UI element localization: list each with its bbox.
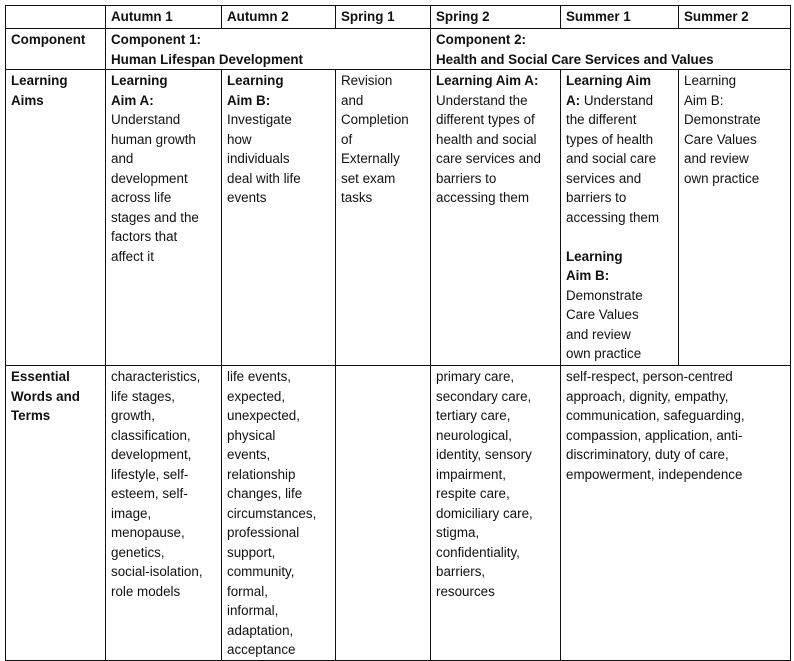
learning-aim-heading: Learning Aim A: — [566, 73, 652, 108]
header-summer-2: Summer 2 — [678, 5, 791, 29]
terms-summer: self-respect, person-centred approach, d… — [560, 365, 791, 661]
learning-aim-text: Investigate how individuals deal with li… — [227, 112, 301, 205]
learning-aim-heading: Learning Aim A: — [111, 73, 168, 108]
learning-aim-heading: Learning Aim B: — [566, 248, 623, 284]
header-row: Autumn 1 Autumn 2 Spring 1 Spring 2 Summ… — [5, 5, 791, 29]
header-cell-empty — [5, 5, 106, 29]
learning-aim-cell: Learning Aim A: Understand the different… — [430, 69, 561, 366]
row-label-learning-aims: Learning Aims — [5, 69, 106, 366]
essential-words-row: Essential Words and Terms characteristic… — [5, 365, 791, 661]
component-2-cell: Component 2: Health and Social Care Serv… — [430, 28, 791, 70]
learning-aim-cell: Learning Aim A: Understand human growth … — [105, 69, 222, 366]
header-spring-1: Spring 1 — [335, 5, 431, 29]
learning-aim-cell: Revision and Completion of Externally se… — [335, 69, 431, 366]
learning-aim-text: Understand the different types of health… — [436, 92, 541, 206]
learning-aims-row: Learning Aims Learning Aim A: Understand… — [5, 69, 791, 366]
learning-aim-cell: Learning Aim B: Demonstrate Care Values … — [678, 69, 791, 366]
learning-aim-heading: Learning Aim A: — [436, 73, 539, 88]
terms-autumn-2: life events, expected, unexpected, physi… — [221, 365, 336, 661]
learning-aim-cell: Learning Aim A: Understand the different… — [560, 69, 679, 366]
header-spring-2: Spring 2 — [430, 5, 561, 29]
learning-aim-heading: Learning Aim B: — [227, 73, 284, 108]
curriculum-table: Autumn 1 Autumn 2 Spring 1 Spring 2 Summ… — [5, 5, 791, 661]
header-autumn-1: Autumn 1 — [105, 5, 222, 29]
learning-aim-text: Demonstrate Care Values and review own p… — [566, 287, 643, 362]
learning-aim-text: Revision and Completion of Externally se… — [341, 73, 409, 205]
row-label-essential-words: Essential Words and Terms — [5, 365, 106, 661]
learning-aim-text: Understand human growth and development … — [111, 112, 199, 264]
component-1-cell: Component 1: Human Lifespan Development — [105, 28, 431, 70]
row-label-component: Component — [5, 28, 106, 70]
header-summer-1: Summer 1 — [560, 5, 679, 29]
header-autumn-2: Autumn 2 — [221, 5, 336, 29]
learning-aim-text: Understand the different types of health… — [566, 92, 660, 225]
terms-spring-2: primary care, secondary care, tertiary c… — [430, 365, 561, 661]
terms-spring-1 — [335, 365, 431, 661]
learning-aim-cell: Learning Aim B: Investigate how individu… — [221, 69, 336, 366]
terms-autumn-1: characteristics, life stages, growth, cl… — [105, 365, 222, 661]
component-row: Component Component 1: Human Lifespan De… — [5, 28, 791, 70]
learning-aim-text: Learning Aim B: Demonstrate Care Values … — [684, 73, 761, 186]
